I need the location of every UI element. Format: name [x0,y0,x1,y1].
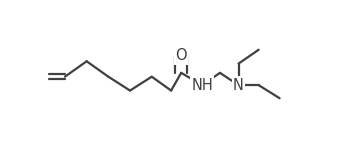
Text: O: O [175,48,187,63]
Text: NH: NH [191,78,213,93]
Text: N: N [233,78,244,93]
